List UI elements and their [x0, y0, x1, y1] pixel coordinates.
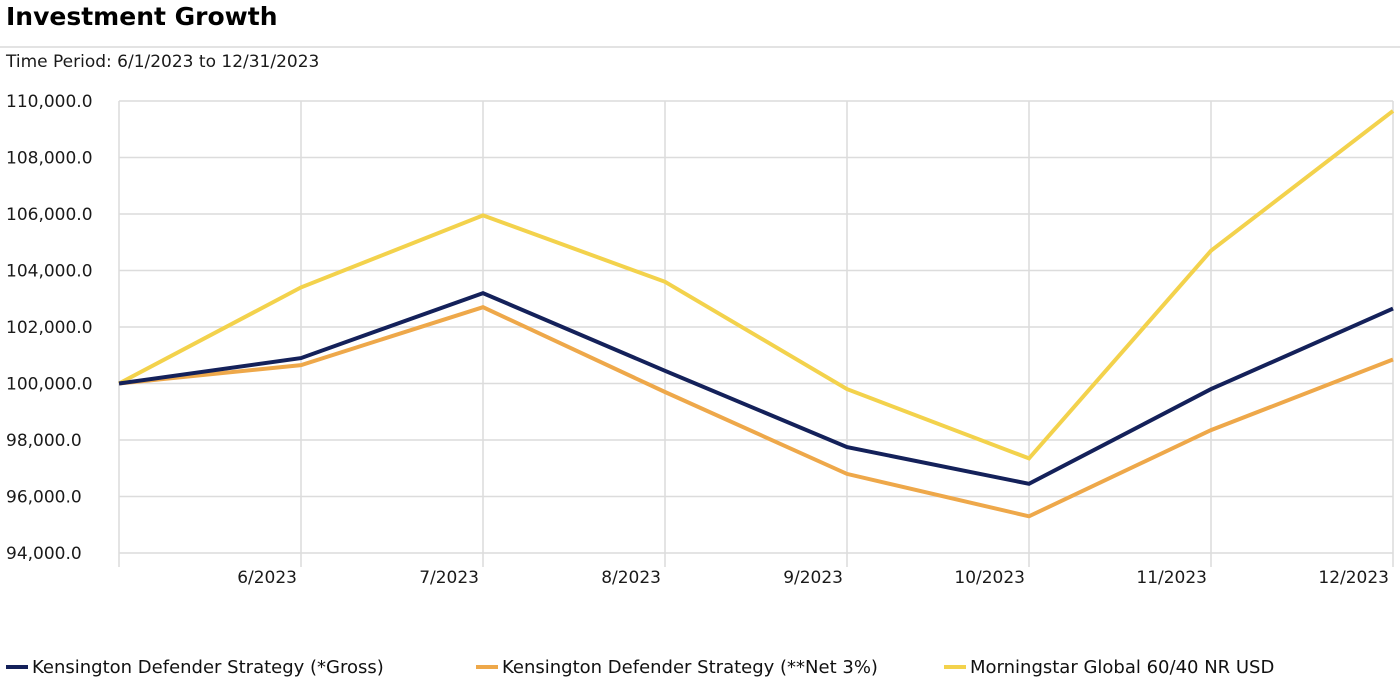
y-tick-label: 108,000.0 [6, 149, 93, 169]
legend-item-gross: Kensington Defender Strategy (*Gross) [6, 654, 384, 680]
y-tick-label: 100,000.0 [6, 375, 93, 395]
x-tick-label: 10/2023 [954, 568, 1025, 588]
x-tick-label: 9/2023 [783, 568, 843, 588]
x-tick-label: 6/2023 [237, 568, 297, 588]
legend-item-benchmark: Morningstar Global 60/40 NR USD [944, 654, 1274, 680]
line-chart: 94,000.0 96,000.0 98,000.0 100,000.0 102,000… [6, 92, 1395, 588]
y-tick-label: 106,000.0 [6, 205, 93, 225]
x-tick-label: 8/2023 [601, 568, 661, 588]
chart-legend: Kensington Defender Strategy (*Gross) Ke… [0, 654, 1400, 680]
legend-label-net: Kensington Defender Strategy (**Net 3%) [502, 656, 878, 678]
x-tick-label: 7/2023 [419, 568, 479, 588]
title-divider [0, 46, 1400, 48]
legend-label-benchmark: Morningstar Global 60/40 NR USD [970, 656, 1275, 678]
series-line-gross [118, 290, 1394, 486]
chart-title: Investment Growth [6, 2, 278, 31]
legend-label-gross: Kensington Defender Strategy (*Gross) [32, 656, 384, 678]
series-lines [118, 109, 1395, 519]
y-axis-tick-labels: 94,000.0 96,000.0 98,000.0 100,000.0 102,000… [6, 92, 93, 564]
series-line-net [118, 305, 1394, 519]
chart-subtitle: Time Period: 6/1/2023 to 12/31/2023 [6, 52, 320, 72]
y-tick-label: 110,000.0 [6, 92, 93, 112]
legend-swatch-net [476, 665, 498, 669]
y-tick-label: 94,000.0 [6, 544, 82, 564]
x-tick-label: 12/2023 [1318, 568, 1389, 588]
y-tick-label: 98,000.0 [6, 431, 82, 451]
grid-lines [118, 100, 1394, 567]
y-tick-label: 96,000.0 [6, 488, 82, 508]
legend-swatch-benchmark [944, 665, 966, 669]
legend-item-net: Kensington Defender Strategy (**Net 3%) [476, 654, 878, 680]
y-tick-label: 104,000.0 [6, 262, 93, 282]
x-tick-label: 11/2023 [1136, 568, 1207, 588]
series-line-benchmark [118, 109, 1395, 461]
y-tick-label: 102,000.0 [6, 318, 93, 338]
legend-swatch-gross [6, 665, 28, 669]
x-axis-tick-labels: 6/2023 7/2023 8/2023 9/2023 10/2023 11/2023 12… [237, 568, 1389, 588]
